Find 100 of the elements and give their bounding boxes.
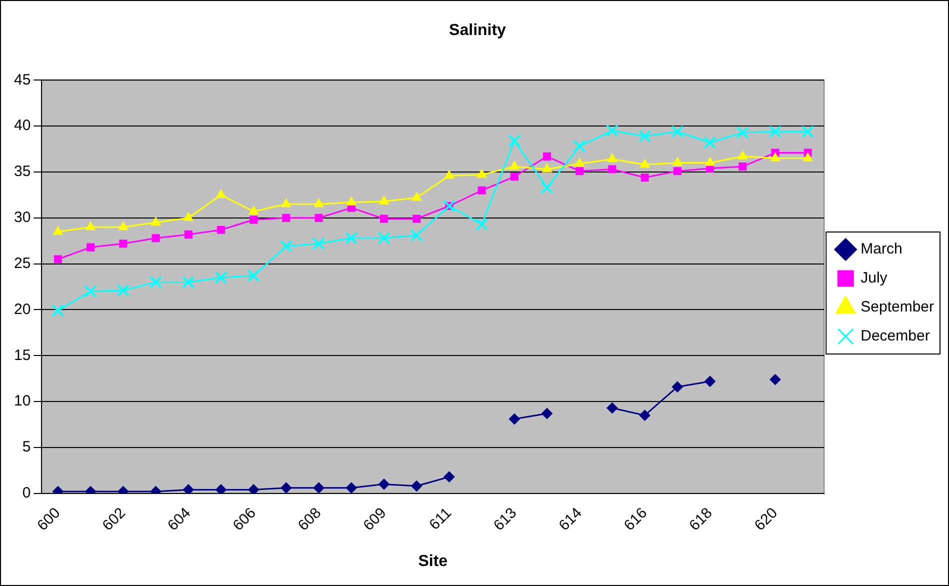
point [410,229,423,242]
point [412,214,421,223]
point [671,125,684,138]
point [411,480,422,492]
point [214,271,228,284]
point [606,402,618,414]
legend-label: December [860,328,930,345]
point [378,232,390,244]
point [608,165,616,174]
point [248,484,260,494]
point [282,214,290,222]
point [704,376,716,387]
point [86,222,96,230]
point [442,200,456,212]
point [478,186,486,194]
point [215,484,226,494]
x-tick-label: 609 [360,504,390,534]
point [673,167,682,176]
point [281,198,292,208]
point [573,140,586,153]
point [412,192,422,201]
y-tick-label: 5 [22,438,31,456]
x-tick-label: 614 [556,504,586,534]
point [704,136,716,149]
point [607,154,618,162]
point [770,152,780,162]
point [216,189,226,198]
legend-label: March [860,240,902,258]
point [118,222,128,230]
chart-title: Salinity [449,22,506,40]
point [150,217,161,226]
point [379,196,389,204]
point [346,196,356,206]
point [84,285,97,298]
legend-label: July [860,270,888,287]
point [606,124,619,138]
point [280,240,292,253]
point [116,284,130,297]
point [542,152,552,160]
point [705,157,715,166]
point [216,226,226,234]
point [672,381,683,392]
point [184,212,194,221]
point [574,158,584,167]
point [346,482,357,494]
y-tick-label: 35 [14,163,31,180]
point [738,150,748,160]
point [52,304,64,317]
x-tick-label: 616 [620,504,651,534]
x-tick-label: 608 [294,504,325,534]
point [152,234,160,242]
point [312,237,326,250]
point [672,157,682,166]
point [542,164,552,172]
point [476,218,488,231]
point [444,170,454,179]
point [444,471,455,482]
y-tick-label: 15 [14,346,31,364]
legend-label: September [860,298,934,316]
point [576,167,584,176]
y-tick-label: 45 [14,71,31,88]
x-axis-title: Site [418,552,448,570]
x-tick-label: 613 [490,504,520,534]
point [638,130,652,143]
point [510,161,520,170]
point [314,214,323,222]
point [476,169,487,178]
point [802,152,813,162]
point [508,414,520,425]
point [770,374,781,386]
point [182,484,194,494]
point [182,276,195,288]
x-tick-label: 600 [34,504,64,534]
point [314,198,324,208]
point [313,482,324,494]
y-tick-label: 20 [14,300,31,318]
point [508,134,521,148]
point [510,172,518,181]
point [542,408,553,419]
x-tick-label: 620 [751,504,781,534]
point [149,276,162,288]
y-tick-label: 40 [14,117,31,134]
point [640,173,649,182]
point [736,126,749,139]
point [184,230,192,238]
y-tick-label: 30 [14,209,31,226]
point [640,159,650,168]
point [802,125,814,138]
x-tick-label: 604 [164,504,194,534]
x-tick-label: 618 [686,504,716,534]
y-tick-label: 10 [14,392,31,410]
point [345,232,358,244]
point [639,410,650,421]
point [280,482,292,494]
point [53,226,63,235]
point [380,214,388,223]
point [378,478,390,490]
point [119,240,128,248]
point [86,243,95,252]
point [768,125,782,138]
